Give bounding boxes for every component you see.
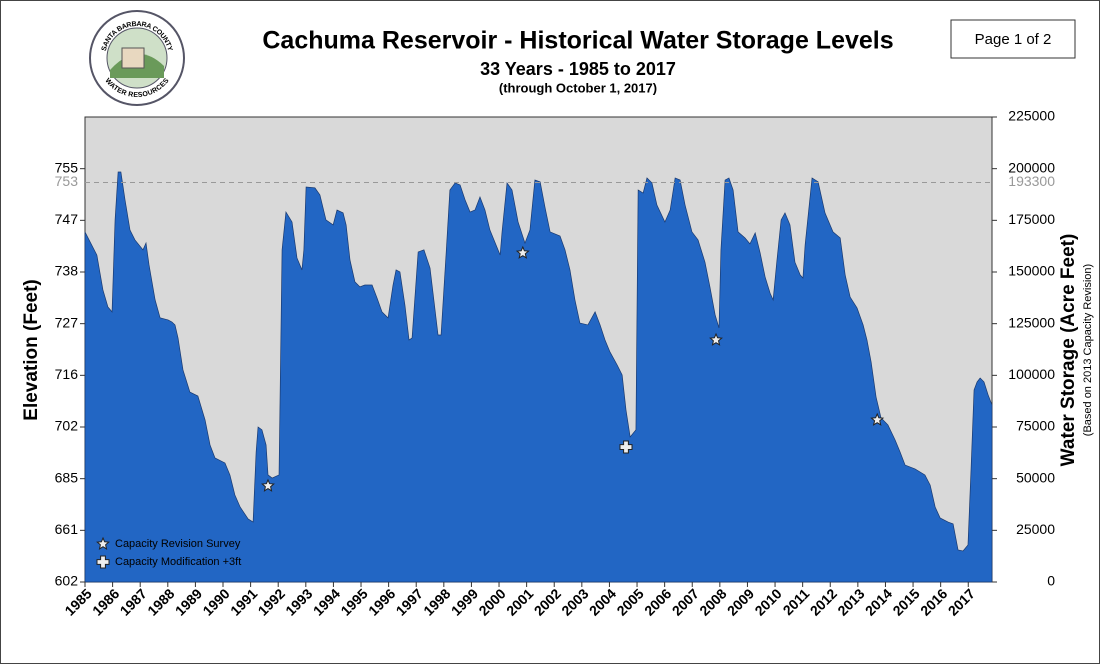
marker	[619, 440, 633, 454]
marker	[515, 245, 530, 259]
legend-symbol	[96, 555, 110, 569]
y-tick-label: 738	[55, 263, 79, 279]
y2-tick-label: 150000	[1008, 263, 1055, 279]
y2-tick-label: 125000	[1008, 314, 1055, 330]
chart-note: (through October 1, 2017)	[499, 80, 657, 95]
y2-axis-title: Water Storage (Acre Feet)	[1058, 234, 1079, 467]
y-tick-label: 602	[55, 573, 79, 589]
marker	[870, 412, 885, 426]
logo: SANTA BARBARA COUNTY WATER RESOURCES	[89, 10, 185, 106]
chart-subtitle: 33 Years - 1985 to 2017	[480, 59, 676, 79]
y2-tick-label: 175000	[1008, 211, 1055, 227]
reference-left-label: 753	[55, 173, 79, 189]
y2-axis-subtitle: (Based on 2013 Capacity Revision)	[1082, 264, 1094, 436]
storage-area	[84, 171, 993, 583]
reference-right-label: 193300	[1008, 173, 1055, 189]
y2-tick-label: 25000	[1016, 521, 1055, 537]
y-tick-label: 702	[55, 418, 79, 434]
legend-label: Capacity Modification +3ft	[115, 556, 241, 568]
y2-tick-label: 225000	[1008, 108, 1055, 124]
marker	[709, 332, 723, 346]
y2-tick-label: 75000	[1016, 418, 1055, 434]
marker	[261, 478, 275, 492]
y-tick-label: 747	[55, 211, 79, 227]
chart-title: Cachuma Reservoir - Historical Water Sto…	[262, 27, 893, 55]
legend-symbol	[96, 536, 110, 550]
y-tick-label: 727	[55, 314, 79, 330]
y-tick-label: 716	[55, 366, 79, 382]
y2-tick-label: 200000	[1008, 159, 1055, 175]
y-tick-label: 755	[55, 159, 79, 175]
page-label: Page 1 of 2	[975, 31, 1052, 48]
legend-label: Capacity Revision Survey	[115, 538, 241, 550]
y2-tick-label: 50000	[1016, 469, 1055, 485]
page-box	[950, 19, 1076, 59]
y-axis-title: Elevation (Feet)	[21, 279, 42, 420]
y2-tick-label: 0	[1047, 573, 1055, 589]
y-tick-label: 685	[55, 469, 79, 485]
y-tick-label: 661	[55, 521, 79, 537]
y2-tick-label: 100000	[1008, 366, 1055, 382]
